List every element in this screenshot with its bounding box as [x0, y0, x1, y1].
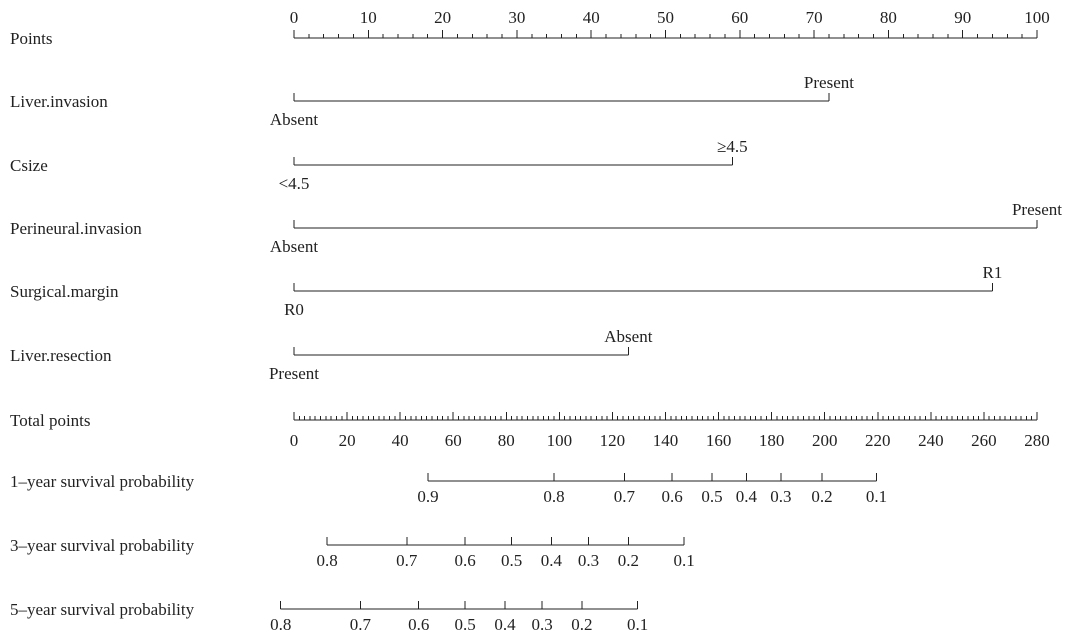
total-points-tick-label: 60 [445, 431, 462, 450]
total-points-tick-label: 220 [865, 431, 891, 450]
survival-tick-label: 0.2 [571, 615, 592, 634]
variable-label-liver-invasion: Liver.invasion [10, 92, 108, 111]
total-points-tick-label: 40 [392, 431, 409, 450]
variable-level-label: Absent [270, 110, 318, 129]
points-tick-label: 90 [954, 8, 971, 27]
variable-level-label: Absent [604, 327, 652, 346]
variable-level-label: Present [1012, 200, 1062, 219]
survival-tick-label: 0.8 [270, 615, 291, 634]
survival-tick-label: 0.6 [455, 551, 476, 570]
survival-tick-label: 0.2 [811, 487, 832, 506]
survival-tick-label: 0.4 [494, 615, 516, 634]
survival-tick-label: 0.5 [501, 551, 522, 570]
survival-tick-label: 0.3 [531, 615, 552, 634]
total-points-tick-label: 200 [812, 431, 838, 450]
survival-tick-label: 0.6 [662, 487, 683, 506]
total-points-tick-label: 20 [339, 431, 356, 450]
survival-tick-label: 0.1 [627, 615, 648, 634]
total-points-label: Total points [10, 411, 91, 430]
survival-scale-label: 1–year survival probability [10, 472, 195, 491]
survival-tick-label: 0.2 [618, 551, 639, 570]
variable-level-label: R1 [982, 263, 1002, 282]
points-tick-label: 60 [731, 8, 748, 27]
survival-tick-label: 0.3 [578, 551, 599, 570]
points-scale-label: Points [10, 29, 53, 48]
survival-tick-label: 0.5 [701, 487, 722, 506]
points-tick-label: 100 [1024, 8, 1050, 27]
survival-tick-label: 0.1 [866, 487, 887, 506]
total-points-tick-label: 0 [290, 431, 299, 450]
variable-label-surgical-margin: Surgical.margin [10, 282, 119, 301]
total-points-tick-label: 80 [498, 431, 515, 450]
variable-level-label: Present [269, 364, 319, 383]
points-tick-label: 10 [360, 8, 377, 27]
points-tick-label: 50 [657, 8, 674, 27]
total-points-tick-label: 140 [653, 431, 679, 450]
total-points-tick-label: 260 [971, 431, 997, 450]
total-points-tick-label: 120 [600, 431, 626, 450]
points-tick-label: 0 [290, 8, 299, 27]
points-tick-label: 20 [434, 8, 451, 27]
variable-level-label: Present [804, 73, 854, 92]
variable-level-label: Absent [270, 237, 318, 256]
survival-tick-label: 0.3 [770, 487, 791, 506]
points-tick-label: 30 [508, 8, 525, 27]
survival-scale-label: 5–year survival probability [10, 600, 195, 619]
survival-tick-label: 0.5 [455, 615, 476, 634]
survival-tick-label: 0.6 [408, 615, 429, 634]
variable-label-liver-resection: Liver.resection [10, 346, 112, 365]
total-points-tick-label: 180 [759, 431, 785, 450]
survival-tick-label: 0.7 [350, 615, 372, 634]
points-tick-label: 70 [806, 8, 823, 27]
total-points-tick-label: 100 [547, 431, 573, 450]
survival-tick-label: 0.7 [396, 551, 418, 570]
survival-tick-label: 0.4 [541, 551, 563, 570]
variable-level-label: R0 [284, 300, 304, 319]
points-tick-label: 40 [583, 8, 600, 27]
total-points-tick-label: 280 [1024, 431, 1050, 450]
variable-label-perineural-invasion: Perineural.invasion [10, 219, 142, 238]
survival-tick-label: 0.4 [736, 487, 758, 506]
survival-tick-label: 0.8 [543, 487, 564, 506]
variable-level-label: <4.5 [279, 174, 310, 193]
survival-tick-label: 0.8 [317, 551, 338, 570]
variable-label-csize: Csize [10, 156, 48, 175]
variable-level-label: ≥4.5 [717, 137, 748, 156]
survival-tick-label: 0.7 [614, 487, 636, 506]
points-tick-label: 80 [880, 8, 897, 27]
survival-tick-label: 0.9 [417, 487, 438, 506]
total-points-tick-label: 240 [918, 431, 944, 450]
survival-scale-label: 3–year survival probability [10, 536, 195, 555]
survival-tick-label: 0.1 [673, 551, 694, 570]
total-points-tick-label: 160 [706, 431, 732, 450]
